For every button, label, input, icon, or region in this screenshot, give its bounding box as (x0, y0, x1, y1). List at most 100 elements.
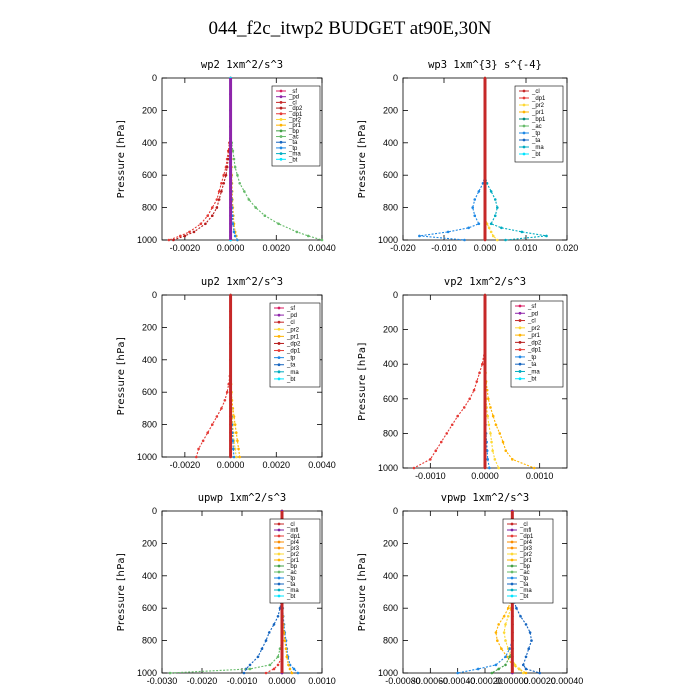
y-tick-label: 800 (142, 420, 157, 430)
data-point-_dp2 (215, 206, 219, 209)
data-point-_tp (296, 671, 300, 675)
legend-marker-_bt (510, 594, 514, 598)
legend-marker-_dp1 (510, 534, 514, 538)
x-tick-label: 0.0020 (263, 460, 291, 470)
data-point-_tp (467, 226, 470, 230)
legend-label-_sf: _sf (288, 89, 297, 95)
x-tick-label: -0.0010 (227, 676, 258, 686)
panel-title: wp2 1xm^2/s^3 (201, 59, 283, 71)
legend-label-_dp1: _dp1 (527, 348, 542, 354)
legend-marker-_bt (279, 157, 283, 161)
data-point-_ac (277, 222, 280, 226)
data-point-_pr2 (486, 414, 490, 418)
panel-title: wp3 1xm^{3} s^{-4} (428, 59, 542, 71)
data-point-_ta (528, 631, 532, 634)
legend-marker-_pr1 (279, 123, 283, 127)
x-tick-label: 0.00020 (523, 676, 556, 686)
legend: _cl_mfl_dp1_pr4_pr3_pr2_pr1_bp_ac_tp_ta_… (502, 518, 554, 604)
data-point-_ac (276, 655, 280, 659)
data-point-_pr1 (501, 440, 505, 444)
x-tick-label: 0.010 (515, 243, 538, 253)
data-point-_pr2 (487, 226, 491, 230)
data-point-_ta (530, 639, 533, 642)
legend-marker-_pr4 (510, 540, 514, 544)
data-point-_ta (519, 615, 522, 618)
x-tick-label: -0.0020 (170, 460, 201, 470)
legend-label-_ac: _ac (286, 570, 297, 576)
legend-marker-_sf (277, 306, 281, 310)
data-point-_dp1 (434, 449, 438, 452)
x-tick-label: 0.0000 (217, 460, 245, 470)
legend-label-_pr3: _pr3 (519, 546, 533, 552)
data-point-_tp (473, 214, 477, 217)
data-point-_ma (500, 226, 503, 230)
data-point-_ta (242, 671, 246, 675)
data-point-_tp (504, 655, 507, 659)
legend-label-_ma: _ma (286, 370, 299, 376)
data-point-_ac (268, 663, 272, 667)
data-point-_tp (477, 222, 481, 226)
legend-marker-_pr1 (277, 558, 281, 562)
legend-label-_mfl: _mfl (286, 528, 298, 534)
legend-label-_pd: _pd (288, 95, 299, 101)
legend-marker-_dp1 (279, 112, 283, 116)
legend-marker-_mfl (277, 528, 281, 532)
legend-marker-_cl (510, 522, 514, 526)
chart-svg-upwp: upwp 1xm^2/s^3 Pressure [hPa] 0 200 400 600 80… (116, 492, 336, 686)
data-point-_dp1 (217, 190, 221, 193)
data-point-_ma (496, 206, 499, 209)
data-point-_tp (471, 206, 474, 209)
legend-label-_ta: _ta (519, 582, 529, 588)
data-point-_bp (508, 655, 511, 659)
data-point-_dp2 (225, 165, 229, 169)
data-point-_ac (242, 190, 246, 193)
data-point-_dp1 (450, 423, 454, 427)
x-tick-label: -0.00060 (413, 676, 449, 686)
data-point-_dp1 (220, 407, 223, 410)
legend-marker-_dp1 (277, 349, 281, 352)
legend-label-_cl: _cl (519, 522, 528, 528)
data-point-_pr1 (524, 671, 528, 675)
data-point-_tp (232, 230, 236, 234)
data-point-_ta (524, 655, 528, 659)
data-point-_pr1 (234, 431, 238, 434)
data-point-_pr1 (494, 631, 498, 634)
data-point-_pr2 (506, 615, 510, 618)
legend-label-_bp: _bp (286, 564, 298, 570)
legend-marker-_cl (522, 89, 526, 93)
legend-marker-_bt (522, 152, 526, 156)
data-point-_dp1 (197, 447, 200, 451)
y-tick-label: 400 (383, 138, 398, 148)
legend-label-_cl: _cl (531, 89, 540, 95)
legend-label-_dp1: _dp1 (286, 534, 301, 540)
legend-label-_ma: _ma (531, 145, 544, 151)
y-tick-label: 400 (142, 138, 157, 148)
data-point-_dp1 (412, 466, 416, 470)
y-tick-label: 200 (142, 538, 157, 548)
legend-label-_dp2: _dp2 (527, 340, 542, 346)
legend-marker-_tp (518, 355, 522, 359)
legend-marker-_pr2 (277, 327, 281, 331)
data-point-_tp (463, 238, 466, 242)
x-tick-label: -0.020 (390, 243, 416, 253)
data-point-_dp1 (188, 230, 191, 234)
data-point-_pr2 (521, 671, 525, 675)
legend-marker-_bt (277, 594, 281, 598)
data-point-_ta (276, 615, 280, 618)
y-tick-label: 0 (393, 290, 398, 300)
series-line-_dp1 (413, 295, 486, 469)
legend-label-_dp1: _dp1 (288, 112, 303, 118)
x-tick-label: 0.0040 (308, 460, 336, 470)
legend-label-_bp1: _bp1 (531, 117, 546, 123)
data-point-_dp2 (204, 222, 207, 226)
legend-label-_cl: _cl (527, 319, 536, 325)
legend-marker-_ma (277, 370, 281, 374)
legend-marker-_ta (277, 582, 281, 586)
legend-label-_ta: _ta (527, 362, 537, 368)
chart-svg-vp2: vp2 1xm^2/s^3 Pressure [hPa] 0 200 400 600 800… (357, 276, 568, 481)
data-point-_pr2 (497, 466, 500, 470)
legend-label-_tp: _tp (288, 146, 298, 152)
legend-label-_ta: _ta (531, 138, 541, 144)
legend-marker-_ma (510, 588, 514, 592)
legend: _cl_dp1_pr2_pr1_bp1_ac_tp_ta_ma_bt (514, 85, 564, 163)
